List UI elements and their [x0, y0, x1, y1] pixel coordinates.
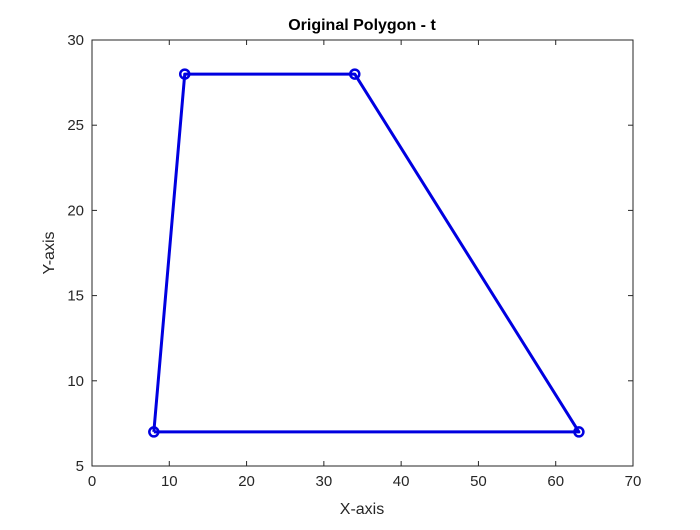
x-tick-label: 40 [393, 473, 410, 490]
y-tick-label: 5 [76, 458, 84, 475]
vertex-marker [148, 426, 160, 438]
vertex-marker [573, 426, 585, 438]
y-tick-label: 10 [67, 373, 84, 390]
polygon-line [152, 72, 581, 434]
x-tick-label: 0 [88, 473, 96, 490]
x-tick-label: 50 [470, 473, 487, 490]
x-tick-label: 60 [547, 473, 564, 490]
plot-area [91, 39, 634, 467]
chart-title: Original Polygon - t [288, 17, 436, 34]
axis-ticks: 0 10 20 30 40 50 60 70 5 10 15 20 25 30 [67, 32, 641, 490]
y-tick-label: 15 [67, 288, 84, 305]
x-tick-label: 70 [625, 473, 642, 490]
vertex-marker [178, 68, 191, 80]
x-tick-label: 10 [161, 473, 178, 490]
y-axis-label: Y-axis [41, 232, 58, 275]
y-tick-label: 25 [67, 117, 84, 134]
x-tick-label: 30 [316, 473, 333, 490]
y-tick-label: 30 [67, 32, 84, 49]
vertex-marker [349, 68, 361, 80]
x-axis-label: X-axis [340, 501, 384, 518]
x-tick-label: 20 [238, 473, 255, 490]
data-layer [148, 68, 585, 438]
y-tick-label: 20 [67, 202, 84, 219]
